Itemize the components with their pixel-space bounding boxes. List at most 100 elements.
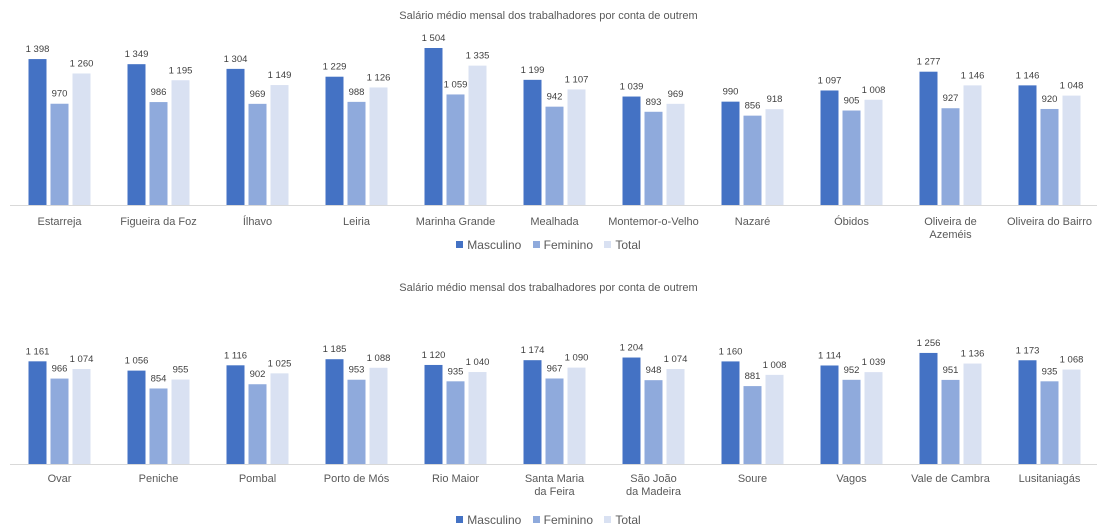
legend-item-masculino: Masculino: [456, 513, 521, 527]
category-label: da Madeira: [626, 486, 682, 498]
data-label: 881: [745, 371, 761, 382]
bar-feminino: [50, 378, 69, 464]
data-label: 1 504: [422, 33, 446, 44]
bar-masculino: [1018, 85, 1037, 205]
bar-total: [468, 65, 487, 205]
data-label: 969: [250, 89, 266, 100]
data-label: 1 185: [323, 344, 347, 355]
data-label: 1 229: [323, 62, 347, 73]
bar-masculino: [424, 48, 443, 205]
data-label: 935: [1042, 366, 1058, 377]
legend-swatch-feminino: [532, 516, 540, 523]
data-label: 927: [943, 93, 959, 104]
legend-item-total: Total: [604, 238, 641, 252]
data-label: 990: [723, 87, 739, 98]
chart-title: Salário médio mensal dos trabalhadores p…: [399, 10, 698, 22]
data-label: 1 097: [818, 75, 842, 86]
chart-panel-bottom: Salário médio mensal dos trabalhadores p…: [0, 272, 1097, 529]
bar-feminino: [644, 111, 663, 205]
category-label: Ovar: [48, 473, 72, 485]
bar-feminino: [545, 378, 564, 464]
data-label: 854: [151, 373, 167, 384]
bar-total: [666, 103, 685, 205]
bar-feminino: [446, 94, 465, 205]
data-label: 1 160: [719, 346, 743, 357]
data-label: 1 090: [565, 353, 589, 364]
category-label: Vagos: [836, 473, 867, 485]
legend-item-feminino: Feminino: [532, 238, 594, 252]
category-label: Ílhavo: [243, 215, 272, 228]
category-label: Figueira da Foz: [120, 216, 196, 228]
legend-swatch-masculino: [456, 516, 464, 523]
data-label: 893: [646, 97, 662, 108]
bar-masculino: [919, 352, 938, 464]
data-label: 856: [745, 101, 761, 112]
category-label: Azeméis: [929, 229, 972, 241]
legend-label: Feminino: [543, 513, 594, 527]
data-label: 1 039: [620, 82, 644, 93]
bar-masculino: [127, 370, 146, 464]
bar-feminino: [644, 380, 663, 464]
bar-masculino: [127, 64, 146, 206]
legend-item-masculino: Masculino: [456, 238, 521, 252]
bar-total: [567, 89, 586, 205]
data-label: 935: [448, 366, 464, 377]
data-label: 1 146: [1016, 70, 1040, 81]
category-label: Estarreja: [37, 216, 82, 228]
bar-feminino: [1040, 108, 1059, 205]
data-label: 1 204: [620, 343, 644, 354]
legend-item-feminino: Feminino: [532, 513, 594, 527]
bar-feminino: [149, 102, 168, 205]
data-label: 1 195: [169, 65, 193, 76]
data-label: 953: [349, 365, 365, 376]
bar-masculino: [622, 357, 641, 464]
data-label: 1 199: [521, 65, 545, 76]
category-label: Lusitaniagás: [1019, 473, 1081, 485]
category-label: Vale de Cambra: [911, 473, 991, 485]
category-label: Rio Maior: [432, 473, 479, 485]
bar-masculino: [820, 90, 839, 205]
legend-swatch-feminino: [532, 241, 540, 248]
bar-masculino: [226, 365, 245, 464]
category-label: Marinha Grande: [416, 216, 496, 228]
bar-masculino: [721, 101, 740, 205]
bar-feminino: [248, 103, 267, 205]
bar-masculino: [28, 361, 47, 464]
data-label: 1 304: [224, 54, 248, 65]
data-label: 902: [250, 369, 266, 380]
legend-label: Feminino: [543, 238, 594, 252]
bar-total: [864, 99, 883, 205]
bar-total: [864, 372, 883, 464]
bar-masculino: [622, 96, 641, 205]
bar-feminino: [941, 108, 960, 205]
bar-total: [765, 374, 784, 464]
bar-feminino: [743, 115, 762, 205]
data-label: 1 107: [565, 74, 589, 85]
bar-total: [765, 109, 784, 205]
bar-masculino: [523, 360, 542, 464]
data-label: 1 277: [917, 57, 941, 68]
data-label: 969: [668, 89, 684, 100]
data-label: 920: [1042, 94, 1058, 105]
data-label: 948: [646, 365, 662, 376]
legend-label: Masculino: [467, 238, 522, 252]
data-label: 1 008: [862, 85, 886, 96]
data-label: 1 174: [521, 345, 545, 356]
bar-total: [369, 87, 388, 205]
data-label: 1 335: [466, 51, 490, 62]
category-label: da Feira: [534, 486, 575, 498]
category-label: Oliveira de: [924, 216, 977, 228]
bar-feminino: [1040, 381, 1059, 464]
data-label: 1 149: [268, 70, 292, 81]
bar-masculino: [820, 365, 839, 464]
legend: Masculino Feminino Total: [0, 238, 1097, 252]
category-label: Soure: [738, 473, 767, 485]
category-label: Oliveira do Bairro: [1007, 216, 1092, 228]
data-label: 1 256: [917, 338, 941, 349]
category-label: Santa Maria: [525, 473, 585, 485]
data-label: 970: [52, 89, 68, 100]
bar-total: [369, 367, 388, 464]
bar-feminino: [842, 110, 861, 205]
bar-feminino: [149, 388, 168, 464]
